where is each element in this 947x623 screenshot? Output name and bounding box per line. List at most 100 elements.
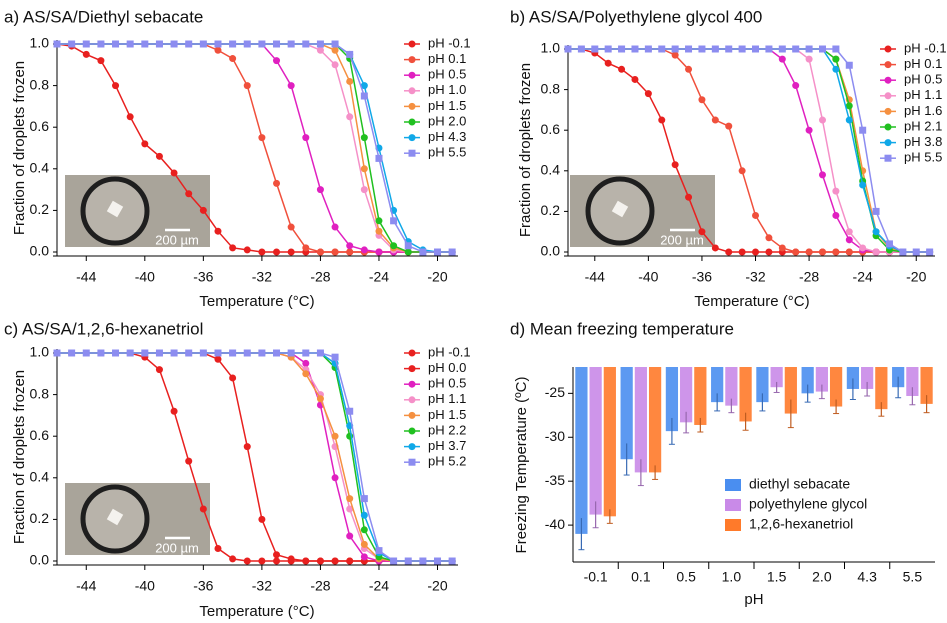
legend-label: pH 2.1 (904, 118, 942, 133)
bar (589, 367, 602, 515)
data-point (885, 240, 893, 248)
inset-crystal (106, 200, 124, 218)
x-tick-label: 0.5 (676, 569, 696, 585)
legend-marker (408, 458, 416, 466)
legend-marker (884, 154, 892, 162)
data-point (631, 75, 639, 83)
bar (725, 367, 738, 406)
data-point (765, 234, 773, 242)
bar (634, 367, 647, 473)
bar (829, 367, 843, 407)
data-point (214, 355, 222, 363)
data-point (434, 557, 442, 565)
data-point (316, 186, 324, 194)
data-point (273, 40, 281, 48)
legend-label: pH 4.3 (428, 129, 466, 144)
data-point (859, 126, 867, 134)
y-axis-label: Fraction of droplets frozen (11, 370, 28, 544)
data-point (360, 165, 368, 173)
x-axis-label: Temperature (°C) (694, 293, 809, 310)
legend-label: pH 1.1 (904, 87, 942, 102)
y-tick-label: 0.2 (30, 510, 50, 526)
data-point (331, 557, 339, 565)
data-point (671, 51, 679, 59)
data-point (199, 40, 207, 48)
chart-title: b) AS/SA/Polyethylene glycol 400 (510, 7, 762, 26)
data-point (287, 223, 295, 231)
data-point (258, 134, 266, 142)
legend-label: pH 1.5 (428, 407, 466, 422)
x-tick-label: -28 (310, 269, 330, 285)
bar (906, 367, 919, 396)
legend-label: polyethylene glycol (749, 496, 867, 512)
data-point (845, 61, 853, 69)
bar (801, 367, 814, 394)
legend-label: pH 2.2 (428, 422, 466, 437)
data-point (273, 248, 281, 256)
y-tick-label: -40 (545, 516, 565, 532)
data-point (845, 102, 853, 110)
data-point (273, 557, 281, 565)
legend-label: pH 2.0 (428, 113, 466, 128)
legend-marker (408, 102, 416, 110)
data-point (360, 526, 368, 534)
data-point (685, 65, 693, 73)
y-tick-label: 0.8 (30, 76, 50, 92)
data-point (68, 40, 76, 48)
x-axis-label: pH (744, 591, 763, 608)
data-point (899, 248, 907, 256)
y-tick-label: 0.4 (30, 469, 50, 485)
scale-label: 200 µm (155, 540, 199, 555)
data-point (845, 116, 853, 124)
data-point (346, 77, 354, 85)
data-point (805, 55, 813, 63)
data-point (258, 349, 266, 357)
legend-marker (408, 87, 416, 95)
data-point (112, 40, 120, 48)
data-point (872, 248, 880, 256)
data-point (53, 40, 61, 48)
x-tick-label: -24 (369, 578, 389, 594)
y-axis-label: Freezing Temperature (ºC) (513, 377, 530, 554)
bar (648, 367, 662, 473)
x-tick-label: -20 (906, 269, 926, 285)
data-point (346, 50, 354, 58)
y-tick-label: -25 (545, 384, 565, 400)
x-tick-label: -20 (427, 578, 447, 594)
data-point (360, 246, 368, 254)
legend-label: pH 0.0 (428, 360, 466, 375)
legend-marker (408, 118, 416, 126)
data-point (302, 557, 310, 565)
data-point (97, 57, 105, 65)
data-point (126, 40, 134, 48)
data-point (778, 45, 786, 53)
legend-marker (408, 365, 416, 373)
data-point (316, 349, 324, 357)
data-point (214, 40, 222, 48)
data-point (845, 236, 853, 244)
data-point (375, 154, 383, 162)
data-point (725, 45, 733, 53)
y-tick-label: -35 (545, 472, 565, 488)
data-point (287, 555, 295, 563)
data-point (155, 349, 163, 357)
x-tick-label: -32 (252, 578, 272, 594)
data-point (805, 45, 813, 53)
data-point (752, 248, 760, 256)
legend-marker (408, 134, 416, 142)
data-point (112, 349, 120, 357)
x-tick-label: -20 (427, 269, 447, 285)
y-tick-label: 0.0 (30, 552, 50, 568)
data-point (331, 353, 339, 361)
data-point (832, 187, 840, 195)
data-point (845, 228, 853, 236)
legend-label: pH 0.5 (428, 376, 466, 391)
data-point (258, 40, 266, 48)
data-point (214, 349, 222, 357)
data-point (360, 92, 368, 100)
y-tick-label: 0.4 (30, 160, 50, 176)
data-point (214, 46, 222, 54)
data-point (671, 45, 679, 53)
data-point (448, 557, 456, 565)
data-point (618, 45, 626, 53)
